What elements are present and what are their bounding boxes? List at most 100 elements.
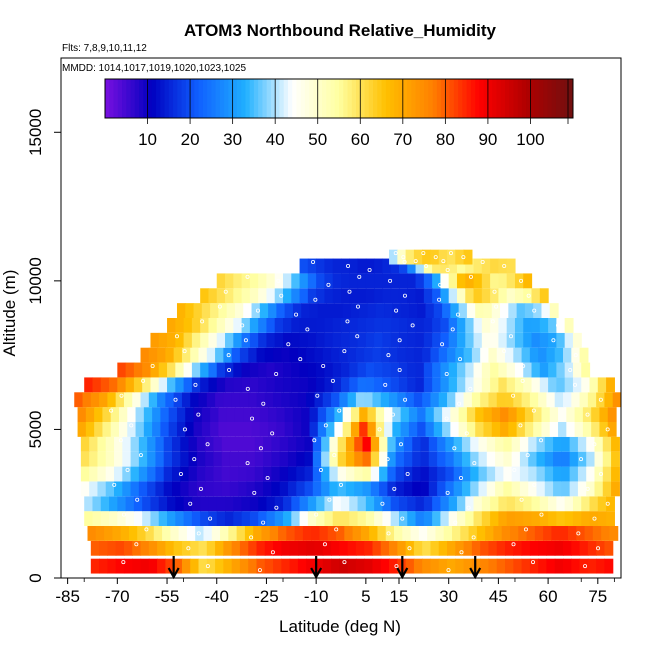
humidity-cell	[216, 377, 226, 393]
humidity-cell	[412, 466, 422, 482]
humidity-cell	[473, 362, 483, 378]
observation-point	[539, 512, 544, 517]
humidity-cell	[453, 481, 463, 497]
humidity-cell	[249, 496, 259, 512]
humidity-cell	[92, 496, 102, 512]
colorbar-segment	[432, 79, 438, 118]
humidity-cell	[400, 422, 410, 437]
humidity-cell	[357, 332, 367, 348]
observation-point	[205, 442, 210, 447]
humidity-cell	[443, 526, 453, 541]
humidity-cell	[365, 496, 375, 512]
humidity-cell	[569, 436, 579, 452]
humidity-cell	[420, 466, 430, 482]
humidity-cell	[442, 407, 451, 422]
humidity-cell	[453, 451, 463, 467]
humidity-cell	[420, 436, 430, 452]
humidity-cell	[341, 496, 350, 512]
humidity-cell	[365, 362, 375, 378]
humidity-cell	[350, 422, 360, 437]
observation-point	[182, 427, 187, 432]
humidity-cell	[304, 451, 314, 467]
humidity-cell	[349, 288, 359, 304]
humidity-cell	[465, 332, 475, 348]
humidity-cell	[324, 496, 334, 512]
humidity-cell	[553, 451, 562, 467]
humidity-cell	[403, 481, 413, 497]
humidity-cell	[440, 377, 450, 393]
humidity-cell	[450, 303, 460, 318]
humidity-cell	[475, 422, 485, 437]
humidity-cell	[342, 303, 352, 318]
humidity-cell	[556, 377, 566, 393]
humidity-cell	[231, 558, 241, 574]
humidity-cell	[289, 558, 299, 574]
humidity-cell	[322, 540, 332, 556]
observation-point	[520, 378, 525, 383]
humidity-cell	[374, 362, 384, 378]
humidity-cell	[317, 303, 327, 318]
humidity-cell	[453, 466, 463, 482]
humidity-cell	[117, 511, 127, 526]
humidity-cell	[231, 347, 241, 363]
humidity-cell	[505, 540, 514, 556]
humidity-cell	[89, 466, 99, 482]
observation-point	[573, 353, 578, 358]
humidity-cell	[181, 347, 191, 363]
humidity-cell	[544, 436, 554, 452]
humidity-cell	[243, 303, 253, 318]
humidity-cell	[495, 436, 504, 452]
colorbar-segment	[309, 79, 314, 118]
humidity-cell	[208, 288, 218, 304]
humidity-cell	[256, 392, 266, 408]
humidity-cell	[130, 481, 140, 497]
humidity-cell	[498, 511, 508, 526]
humidity-cell	[206, 540, 216, 556]
humidity-cell	[312, 481, 322, 497]
humidity-cell	[539, 288, 549, 304]
observation-point	[512, 467, 517, 472]
humidity-cell	[450, 422, 460, 437]
humidity-cell	[372, 540, 382, 556]
observation-point	[196, 531, 201, 536]
humidity-cell	[415, 273, 425, 289]
observation-point	[255, 308, 260, 313]
humidity-cell	[374, 511, 384, 526]
humidity-cell	[206, 347, 216, 363]
humidity-cell	[337, 466, 347, 482]
humidity-cell	[125, 511, 135, 526]
observation-point	[397, 367, 402, 372]
humidity-cell	[314, 540, 324, 556]
humidity-cell	[142, 362, 152, 378]
observation-point	[494, 304, 499, 309]
humidity-cell	[77, 407, 87, 422]
humidity-cell	[314, 347, 324, 363]
humidity-cell	[77, 422, 87, 437]
humidity-cell	[213, 466, 223, 482]
humidity-cell	[466, 422, 476, 437]
humidity-cell	[455, 249, 465, 265]
humidity-cell	[213, 451, 223, 467]
humidity-cell	[296, 466, 306, 482]
humidity-cell	[405, 392, 415, 408]
x-tick-label: -55	[155, 587, 180, 606]
humidity-cell	[428, 481, 438, 497]
humidity-cell	[215, 392, 224, 408]
humidity-cell	[221, 481, 231, 497]
humidity-cell	[299, 318, 309, 333]
humidity-cell	[175, 318, 185, 333]
humidity-cell	[483, 422, 493, 437]
humidity-cell	[117, 496, 127, 512]
humidity-cell	[294, 526, 304, 541]
observation-point	[583, 564, 588, 569]
humidity-cell	[158, 377, 168, 393]
humidity-cell	[392, 407, 402, 422]
humidity-cell	[109, 377, 118, 393]
humidity-cell	[463, 392, 473, 408]
humidity-cell	[102, 407, 112, 422]
humidity-cell	[208, 496, 218, 512]
humidity-cell	[114, 436, 123, 452]
humidity-cell	[324, 318, 334, 333]
humidity-cell	[448, 288, 458, 304]
observation-point	[598, 397, 603, 402]
